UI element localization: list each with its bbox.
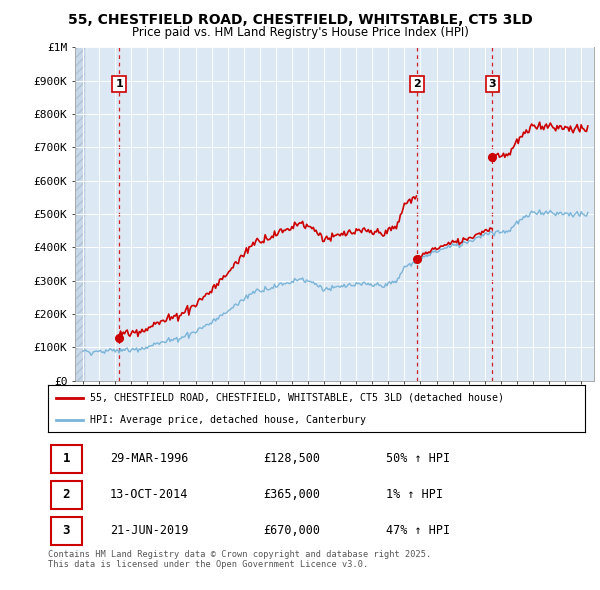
Bar <box>50 517 82 545</box>
Text: HPI: Average price, detached house, Canterbury: HPI: Average price, detached house, Cant… <box>90 415 366 425</box>
Bar <box>50 481 82 509</box>
Text: 3: 3 <box>62 524 70 537</box>
Text: Contains HM Land Registry data © Crown copyright and database right 2025.
This d: Contains HM Land Registry data © Crown c… <box>48 550 431 569</box>
Text: Price paid vs. HM Land Registry's House Price Index (HPI): Price paid vs. HM Land Registry's House … <box>131 26 469 39</box>
Text: £670,000: £670,000 <box>263 524 320 537</box>
Text: 1% ↑ HPI: 1% ↑ HPI <box>386 488 443 501</box>
Bar <box>50 445 82 473</box>
Text: £365,000: £365,000 <box>263 488 320 501</box>
Text: 13-OCT-2014: 13-OCT-2014 <box>110 488 188 501</box>
Text: 55, CHESTFIELD ROAD, CHESTFIELD, WHITSTABLE, CT5 3LD (detached house): 55, CHESTFIELD ROAD, CHESTFIELD, WHITSTA… <box>90 393 504 403</box>
Text: 47% ↑ HPI: 47% ↑ HPI <box>386 524 451 537</box>
Text: 2: 2 <box>413 79 421 89</box>
Text: 2: 2 <box>62 488 70 501</box>
Text: 21-JUN-2019: 21-JUN-2019 <box>110 524 188 537</box>
Text: £128,500: £128,500 <box>263 452 320 465</box>
Text: 55, CHESTFIELD ROAD, CHESTFIELD, WHITSTABLE, CT5 3LD: 55, CHESTFIELD ROAD, CHESTFIELD, WHITSTA… <box>68 13 532 27</box>
Text: 1: 1 <box>115 79 123 89</box>
Text: 29-MAR-1996: 29-MAR-1996 <box>110 452 188 465</box>
Text: 1: 1 <box>62 452 70 465</box>
Text: 50% ↑ HPI: 50% ↑ HPI <box>386 452 451 465</box>
Text: 3: 3 <box>488 79 496 89</box>
